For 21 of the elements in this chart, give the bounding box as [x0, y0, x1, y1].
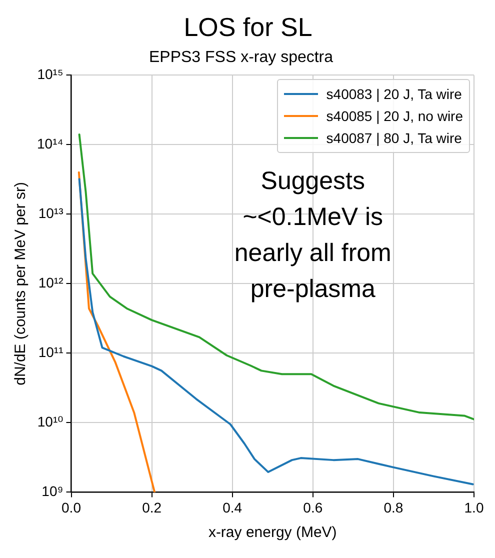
x-tick-label: 0.8: [384, 499, 404, 516]
y-tick-label: 10¹¹: [38, 344, 64, 360]
y-tick-label: 10¹⁰: [37, 414, 64, 430]
y-tick-label: 10¹³: [38, 205, 64, 222]
y-tick-label: 10¹⁴: [37, 136, 64, 152]
chart-title: LOS for SL: [182, 11, 314, 44]
x-tick-label: 0.0: [62, 499, 82, 516]
y-axis-title: dN/dE (counts per MeV per sr): [12, 182, 30, 386]
annotation: Suggests ~<0.1MeV is nearly all from pre-plasma: [233, 166, 392, 305]
legend-label: s40087 | 80 J, Ta wire: [326, 130, 462, 146]
y-tick-label: 10¹²: [38, 274, 64, 291]
x-tick-label: 0.2: [142, 499, 162, 516]
y-tick-label: 10⁹: [42, 483, 64, 500]
chart-subtitle: EPPS3 FSS x-ray spectra: [148, 49, 334, 66]
legend-label: s40085 | 20 J, no wire: [326, 108, 463, 124]
x-axis-title: x-ray energy (MeV): [208, 524, 337, 542]
legend-label: s40083 | 20 J, Ta wire: [326, 86, 462, 102]
y-tick-label: 10¹⁵: [37, 66, 64, 82]
x-tick-label: 0.4: [222, 499, 242, 516]
x-tick-label: 0.6: [303, 499, 323, 516]
x-tick-label: 1.0: [464, 499, 484, 516]
